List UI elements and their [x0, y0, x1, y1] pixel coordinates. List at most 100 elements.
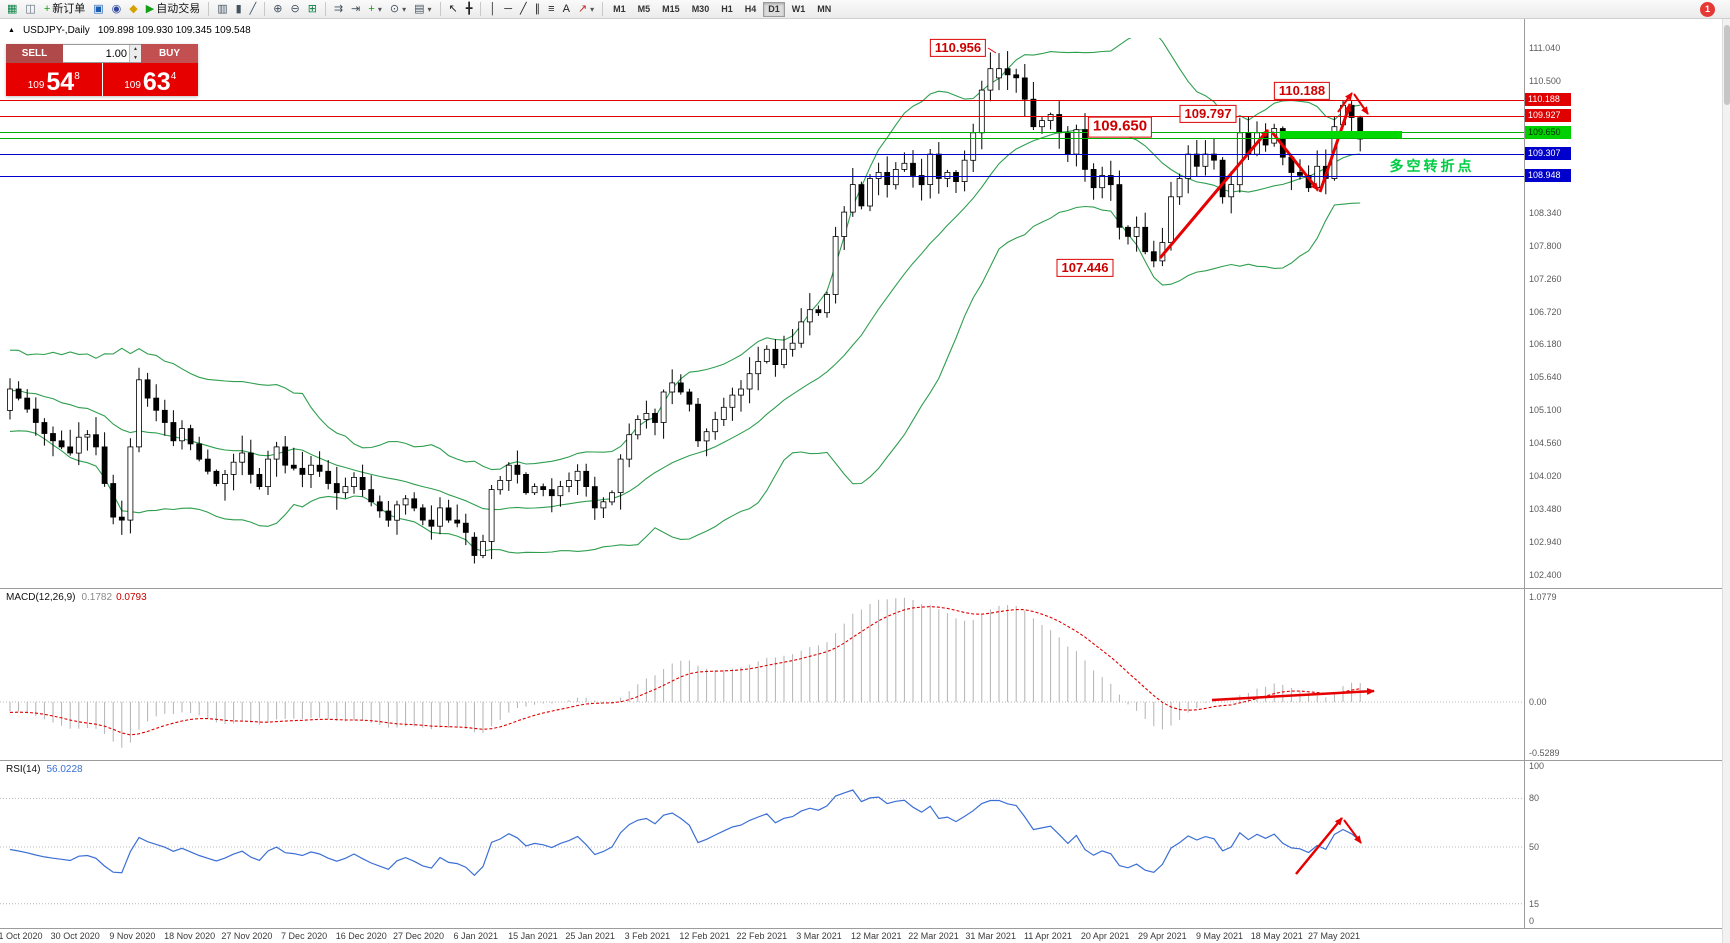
line-chart-button[interactable]: ╱: [247, 1, 260, 17]
buy-price-base: 109: [124, 80, 141, 91]
panel-divider[interactable]: [0, 760, 1722, 761]
buy-button[interactable]: BUY: [141, 44, 198, 63]
macd-signal-value: 0.0793: [116, 592, 147, 603]
new-chart-button[interactable]: ▦: [4, 1, 20, 17]
line-chart-icon: ╱: [249, 3, 257, 15]
new-order-button[interactable]: + 新订单: [41, 1, 88, 17]
date-label: 3 Feb 2021: [624, 931, 671, 941]
bar-chart-icon: ▥: [217, 3, 228, 15]
price-annotation-label[interactable]: 110.188: [1273, 81, 1331, 101]
horizontal-level-line[interactable]: [0, 138, 1524, 140]
price-tick: 106.720: [1529, 306, 1562, 317]
date-label: 21 Oct 2020: [0, 931, 43, 941]
grid-button[interactable]: ⊞: [305, 1, 320, 17]
trendline-icon: ╱: [520, 3, 527, 15]
scrollbar[interactable]: [1722, 19, 1730, 943]
price-annotation-label[interactable]: 110.956: [929, 38, 987, 58]
toolbar-separator: [480, 2, 482, 16]
sell-price-display[interactable]: 109 54 8: [6, 63, 102, 96]
volume-down-icon[interactable]: ▼: [130, 53, 141, 62]
new-order-icon: +: [43, 3, 51, 15]
horizontal-level-line[interactable]: [0, 132, 1524, 134]
fibonacci-icon: ≡: [548, 3, 555, 15]
price-annotation-label[interactable]: 107.446: [1056, 258, 1114, 278]
autotrading-button[interactable]: ▶ 自动交易: [143, 1, 203, 17]
arrows-tool-icon: ↗: [577, 3, 588, 15]
horizontal-level-line[interactable]: [0, 115, 1524, 117]
zoom-out-button[interactable]: ⊖: [288, 1, 303, 17]
horizontal-level-line[interactable]: [0, 153, 1524, 155]
one-click-trading-panel: SELL ▲ ▼ BUY 109 54 8 109: [6, 44, 198, 96]
price-tick: 104.020: [1529, 471, 1562, 482]
timeframe-h1-button[interactable]: H1: [716, 2, 738, 17]
date-label: 7 Dec 2020: [281, 931, 328, 941]
price-annotation-label[interactable]: 109.797: [1179, 104, 1237, 124]
arrows-tool-button[interactable]: ↗ ▾: [575, 1, 597, 17]
toolbar: ▦ ◫ + 新订单 ▣ ◉ ◆ ▶ 自动交易 ▥ ▮ ╱ ⊕ ⊖ ⊞ ⇉ ⇥ + ▾ ⊙ ▾ ▤ ▾ ↖ ╋ │ ─ ╱ ∥ ≡ A ↗ ▾ M1…: [0, 0, 1730, 19]
horizontal-level-line[interactable]: [0, 175, 1524, 177]
sell-price-big: 54: [46, 68, 75, 96]
data-window-button[interactable]: ◉: [109, 1, 125, 17]
date-label: 29 Apr 2021: [1138, 931, 1187, 941]
crosshair-icon: ╋: [465, 3, 473, 15]
timeframe-w1-button[interactable]: W1: [787, 2, 811, 17]
panel-divider[interactable]: [0, 588, 1722, 589]
price-annotation-label[interactable]: 109.650: [1087, 116, 1153, 138]
chart-shift-button[interactable]: ⇥: [348, 1, 363, 17]
date-label: 18 Nov 2020: [164, 931, 216, 941]
indicators-button[interactable]: + ▾: [365, 1, 384, 17]
fibonacci-button[interactable]: ≡: [545, 1, 557, 17]
horizontal-line-button[interactable]: ─: [501, 1, 515, 17]
date-label: 16 Dec 2020: [335, 931, 387, 941]
support-zone-rect[interactable]: [1280, 130, 1402, 138]
buy-price-display[interactable]: 109 63 4: [102, 63, 198, 96]
timeframe-m1-button[interactable]: M1: [608, 2, 631, 17]
date-label: 22 Feb 2021: [736, 931, 788, 941]
navigator-button[interactable]: ◆: [126, 1, 140, 17]
zoom-in-button[interactable]: ⊕: [270, 1, 285, 17]
templates-button[interactable]: ▤ ▾: [411, 1, 434, 17]
text-label-button[interactable]: A: [560, 1, 573, 17]
periods-button[interactable]: ⊙ ▾: [387, 1, 409, 17]
chart-profiles-button[interactable]: ◫: [22, 1, 38, 17]
auto-scroll-icon: ⇉: [333, 3, 344, 15]
bar-chart-button[interactable]: ▥: [214, 1, 230, 17]
cursor-button[interactable]: ↖: [446, 1, 461, 17]
turning-point-note[interactable]: 多空转折点: [1389, 158, 1475, 174]
crosshair-button[interactable]: ╋: [463, 1, 476, 17]
auto-scroll-button[interactable]: ⇉: [331, 1, 346, 17]
notification-badge[interactable]: 1: [1700, 2, 1715, 17]
price-tick: 104.560: [1529, 438, 1562, 449]
sell-button[interactable]: SELL: [6, 44, 63, 63]
price-tag: 110.188: [1525, 93, 1571, 107]
timeframe-m5-button[interactable]: M5: [633, 2, 656, 17]
autotrading-icon: ▶: [145, 3, 155, 15]
date-label: 6 Jan 2021: [453, 931, 499, 941]
toolbar-separator: [208, 2, 210, 16]
vertical-line-button[interactable]: │: [486, 1, 499, 17]
date-label: 15 Jan 2021: [508, 931, 558, 941]
trend-arrows[interactable]: [987, 47, 1375, 875]
rsi-tick: 80: [1529, 793, 1540, 804]
timeframe-m30-button[interactable]: M30: [687, 2, 715, 17]
candlestick-chart-button[interactable]: ▮: [233, 1, 245, 17]
rsi-tick: 0: [1529, 916, 1535, 926]
timeframe-m15-button[interactable]: M15: [657, 2, 685, 17]
market-watch-button[interactable]: ▣: [90, 1, 106, 17]
timeframe-mn-button[interactable]: MN: [812, 2, 836, 17]
periods-caret-icon: ▾: [402, 4, 407, 14]
timeframe-d1-button[interactable]: D1: [763, 1, 785, 17]
horizontal-level-line[interactable]: [0, 99, 1524, 101]
price-tick: 105.100: [1529, 405, 1562, 416]
equidistant-channel-button[interactable]: ∥: [532, 1, 544, 17]
trendline-button[interactable]: ╱: [517, 1, 530, 17]
timeframe-h4-button[interactable]: H4: [740, 2, 762, 17]
volume-up-icon[interactable]: ▲: [130, 45, 141, 54]
sell-price-sup: 8: [74, 71, 80, 82]
scrollbar-thumb[interactable]: [1724, 25, 1730, 105]
new-order-label: 新订单: [52, 3, 86, 15]
date-label: 9 May 2021: [1196, 931, 1244, 941]
volume-input[interactable]: [63, 45, 129, 62]
